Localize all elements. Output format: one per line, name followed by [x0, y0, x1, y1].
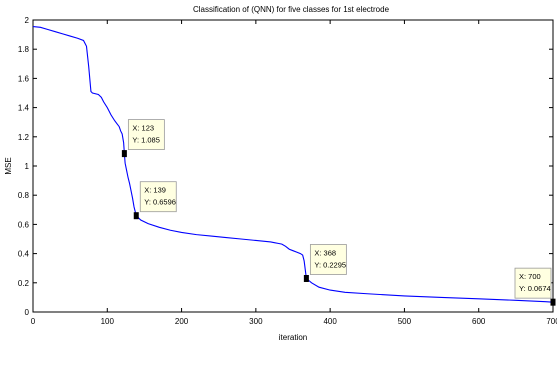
data-tip: X: 123 Y: 1.085	[121, 119, 165, 158]
y-tick-label: 0	[25, 308, 30, 317]
data-tip-y-label: Y: 0.2295	[314, 260, 346, 269]
x-tick-label: 300	[249, 317, 263, 326]
y-tick-label: 1.8	[18, 45, 30, 54]
plot-area	[32, 19, 554, 313]
data-tip-box	[139, 181, 177, 213]
x-tick-label: 0	[31, 317, 36, 326]
data-tip-box	[127, 119, 165, 150]
y-axis-label: MSE	[4, 157, 13, 174]
y-tick-label: 0.6	[18, 220, 30, 229]
x-tick-label: 400	[323, 317, 337, 326]
y-tick-label: 0.8	[18, 191, 30, 200]
x-tick-label: 500	[398, 317, 412, 326]
data-tip-x-label: X: 123	[132, 124, 154, 133]
data-tips: X: 123 Y: 1.085 X: 139 Y: 0.6596 X: 368 Y: 0.…	[121, 119, 556, 306]
x-tick-label: 200	[175, 317, 189, 326]
data-tip-marker	[133, 212, 139, 220]
data-tip-marker	[303, 274, 309, 282]
data-tip-x-label: X: 700	[519, 272, 541, 281]
y-tick-label: 2	[25, 16, 30, 25]
data-tip-x-label: X: 368	[314, 248, 336, 257]
x-tick-label: 600	[472, 317, 486, 326]
y-tick-label: 1.4	[18, 104, 30, 113]
x-tick-labels: 0 100 200 300 400 500 600 700	[31, 317, 557, 326]
y-tick-label: 0.2	[18, 279, 30, 288]
y-tick-label: 1.2	[18, 133, 30, 142]
data-tip: X: 700 Y: 0.0674	[514, 267, 556, 306]
y-tick-labels: 0 0.2 0.4 0.6 0.8 1 1.2 1.4 1.6 1.8 2	[18, 16, 30, 317]
data-tip-marker	[550, 298, 556, 306]
data-tip-x-label: X: 139	[144, 186, 166, 195]
data-tip-box	[309, 244, 347, 275]
data-tip-y-label: Y: 0.6596	[144, 198, 176, 207]
y-tick-label: 0.4	[18, 250, 30, 259]
data-tip-y-label: Y: 0.0674	[519, 284, 551, 293]
data-tip: X: 139 Y: 0.6596	[133, 181, 177, 220]
x-axis-label: iteration	[279, 333, 307, 342]
x-tick-label: 700	[546, 317, 557, 326]
y-tick-label: 1	[25, 162, 30, 171]
chart-title: Classification of (QNN) for five classes…	[193, 5, 390, 14]
data-tip-box	[514, 267, 552, 299]
data-tip-marker	[121, 150, 127, 158]
data-tip: X: 368 Y: 0.2295	[303, 244, 347, 282]
data-tip-y-label: Y: 1.085	[132, 136, 160, 145]
x-tick-label: 100	[101, 317, 115, 326]
y-tick-label: 1.6	[18, 74, 30, 83]
